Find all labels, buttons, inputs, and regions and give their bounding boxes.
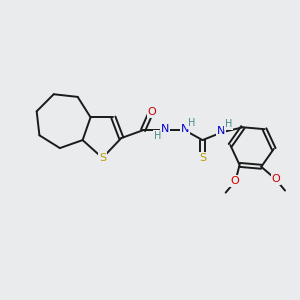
Text: H: H — [188, 118, 195, 128]
Text: O: O — [272, 174, 280, 184]
Text: O: O — [148, 107, 156, 117]
Text: N: N — [161, 124, 169, 134]
Text: S: S — [99, 153, 106, 163]
Text: S: S — [199, 153, 206, 163]
Text: H: H — [154, 131, 162, 141]
Text: N: N — [181, 124, 189, 134]
Text: N: N — [217, 126, 226, 136]
Text: O: O — [230, 176, 239, 186]
Text: H: H — [225, 119, 232, 129]
